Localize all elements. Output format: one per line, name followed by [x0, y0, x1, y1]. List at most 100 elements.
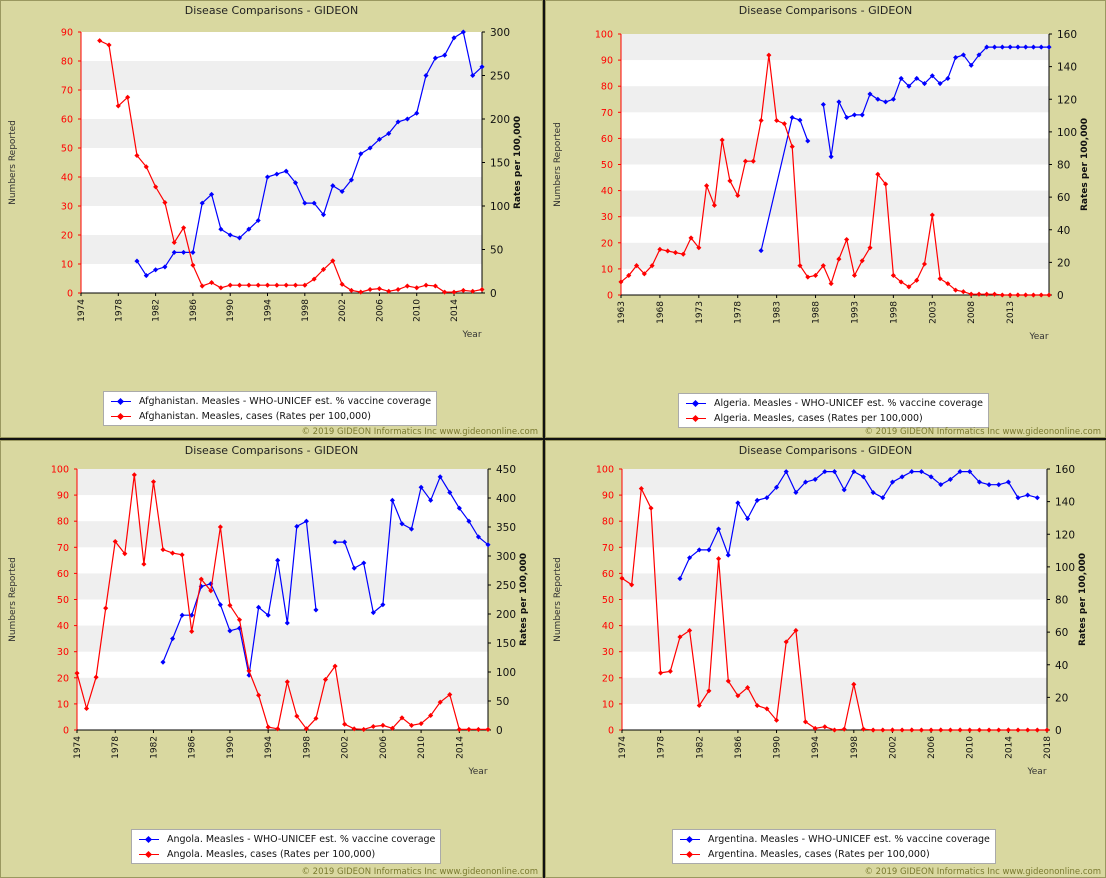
right-tick-label: 140 [1057, 62, 1077, 74]
left-tick-label: 10 [602, 699, 614, 710]
x-tick-label: 2006 [379, 736, 389, 759]
x-tick-label: 2018 [1043, 736, 1053, 759]
x-tick-label: 1998 [302, 736, 312, 759]
coverage-data-point [1046, 44, 1052, 50]
cases-data-point [745, 685, 751, 691]
left-tick-label: 30 [601, 212, 613, 223]
legend-item-coverage[interactable]: Angola. Measles - WHO-UNICEF est. % vacc… [137, 832, 435, 847]
cases-data-point [367, 286, 373, 293]
left-tick-label: 0 [63, 726, 69, 737]
coverage-data-point [162, 264, 168, 270]
left-tick-label: 80 [57, 517, 69, 528]
cases-data-point [822, 724, 828, 730]
chart-title: Disease Comparisons - GIDEON [184, 444, 359, 457]
legend-item-cases[interactable]: Algeria. Measles, cases (Rates per 100,0… [684, 411, 983, 426]
cases-data-point [418, 721, 424, 727]
legend-item-cases[interactable]: Argentina. Measles, cases (Rates per 100… [678, 847, 990, 862]
cases-data-point [115, 103, 121, 109]
right-tick-label: 20 [1057, 257, 1070, 269]
chart-svg-angola: 0 10 20 30 40 50 60 70 80 90 100 0 50 100 150 200 250 300… [8, 464, 529, 777]
x-tick-label: 2002 [888, 736, 898, 759]
coverage-data-point [264, 174, 271, 180]
coverage-data-point [320, 212, 327, 218]
x-tick-label: 1993 [850, 301, 860, 324]
right-tick-label: 60 [1055, 627, 1068, 639]
cases-data-point [1030, 292, 1036, 298]
legend-label-coverage: Argentina. Measles - WHO-UNICEF est. % v… [708, 834, 990, 845]
grid-band [81, 177, 482, 206]
right-axis-title: Rates per 100,000 [519, 553, 529, 646]
panel-divider-horizontal [0, 438, 1106, 440]
cases-data-point [706, 688, 712, 694]
cases-data-point [618, 279, 624, 285]
coverage-data-point [227, 232, 233, 238]
right-tick-label: 450 [496, 464, 516, 476]
right-tick-label: 140 [1055, 497, 1075, 509]
right-tick-label: 0 [1055, 725, 1062, 737]
grid-band [81, 61, 482, 90]
x-tick-label: 1994 [264, 299, 274, 322]
left-tick-label: 10 [601, 264, 613, 275]
left-tick-label: 100 [595, 30, 613, 41]
left-tick-label: 0 [67, 289, 73, 300]
right-tick-label: 150 [490, 158, 510, 170]
left-tick-label: 30 [602, 647, 614, 658]
x-axis-title: Year [467, 767, 487, 777]
coverage-data-point [227, 628, 233, 634]
cases-data-point [275, 726, 281, 732]
right-tick-label: 40 [1055, 660, 1068, 672]
legend-item-coverage[interactable]: Afghanistan. Measles - WHO-UNICEF est. %… [109, 394, 431, 409]
cases-data-point [883, 181, 889, 187]
grid-band [621, 242, 1049, 269]
cases-data-point [376, 286, 382, 292]
right-tick-label: 200 [490, 114, 510, 126]
cases-data-point [836, 256, 842, 262]
coverage-line-marker-icon [137, 835, 161, 844]
x-tick-label: 1978 [111, 736, 121, 759]
coverage-data-point [380, 602, 386, 608]
coverage-data-point [217, 602, 223, 608]
coverage-data-point [789, 114, 795, 121]
cases-data-point [447, 692, 453, 698]
legend-item-cases[interactable]: Angola. Measles, cases (Rates per 100,00… [137, 847, 435, 862]
legend-item-coverage[interactable]: Algeria. Measles - WHO-UNICEF est. % vac… [684, 396, 983, 411]
cases-data-point [649, 263, 655, 269]
cases-data-point [680, 251, 686, 257]
coverage-line-marker-icon [109, 397, 133, 406]
cases-data-point [442, 289, 448, 295]
cases-data-point [860, 726, 867, 732]
cases-data-point [812, 272, 819, 278]
left-tick-label: 90 [61, 28, 73, 39]
coverage-data-point [302, 200, 308, 206]
cases-data-point [485, 726, 491, 732]
left-tick-label: 20 [602, 673, 614, 684]
cases-data-point [97, 38, 103, 44]
cases-data-point [322, 676, 329, 683]
cases-data-point [921, 261, 928, 267]
chart-legend: Angola. Measles - WHO-UNICEF est. % vacc… [131, 829, 442, 864]
right-tick-label: 0 [1057, 290, 1064, 302]
cases-data-point [134, 152, 140, 159]
coverage-data-point [189, 612, 195, 618]
right-tick-label: 400 [496, 493, 516, 505]
legend-label-cases: Algeria. Measles, cases (Rates per 100,0… [714, 413, 923, 424]
copyright-text: © 2019 GIDEON Informatics Inc www.gideon… [864, 427, 1101, 437]
coverage-data-point [986, 482, 992, 488]
cases-data-point [283, 282, 289, 288]
legend-item-cases[interactable]: Afghanistan. Measles, cases (Rates per 1… [109, 409, 431, 424]
cases-data-point [423, 282, 429, 288]
right-tick-label: 300 [490, 27, 510, 39]
coverage-data-point [292, 180, 299, 186]
cases-data-point [141, 561, 147, 567]
cases-data-point [246, 282, 252, 288]
legend-item-coverage[interactable]: Argentina. Measles - WHO-UNICEF est. % v… [678, 832, 990, 847]
cases-data-point [320, 266, 327, 273]
cases-data-point [460, 287, 466, 293]
right-tick-label: 200 [496, 609, 516, 621]
x-tick-label: 1968 [656, 301, 666, 324]
coverage-data-point [475, 534, 482, 540]
grid-band [77, 625, 488, 652]
x-tick-label: 1978 [114, 299, 124, 322]
x-tick-label: 1986 [734, 736, 744, 759]
cases-data-point [976, 727, 982, 733]
